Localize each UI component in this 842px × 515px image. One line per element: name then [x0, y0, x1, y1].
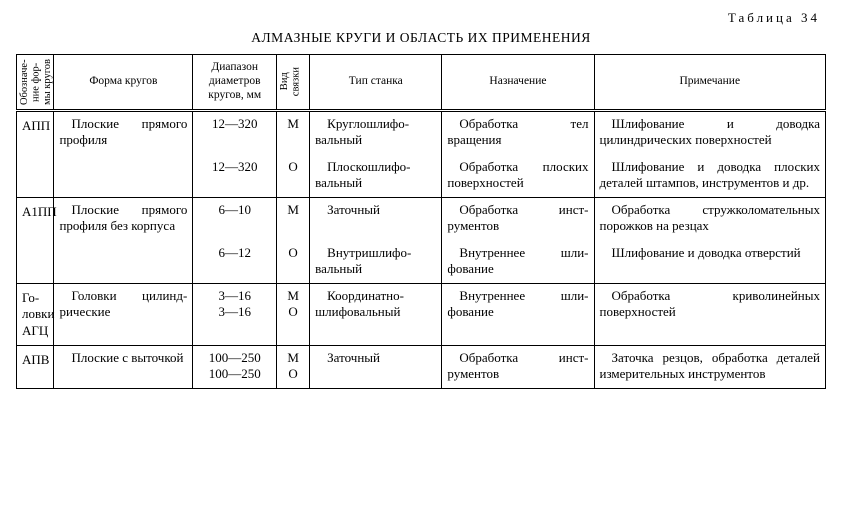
cell-bond: О: [277, 155, 310, 198]
cell-bond: М: [277, 198, 310, 241]
cell-purpose: Обработка тел вращения: [442, 111, 594, 155]
cell-note: Шлифование и довод­ка плоских деталей шт…: [594, 155, 826, 198]
col-header-purpose: Назначение: [442, 55, 594, 111]
cell-diameter: 12—320: [193, 111, 277, 155]
table-title: АЛМАЗНЫЕ КРУГИ И ОБЛАСТЬ ИХ ПРИМЕНЕНИЯ: [16, 30, 826, 46]
cell-diameter: 12—320: [193, 155, 277, 198]
cell-note: Шлифование и довод­ка отверстий: [594, 241, 826, 284]
cell-bond: М: [277, 111, 310, 155]
table-row: А1ПП Плоские прямого профиля без корпуса…: [17, 198, 826, 241]
cell-code: АПВ: [17, 345, 54, 389]
cell-diameter: 6—12: [193, 241, 277, 284]
table-number-label: Таблица 34: [16, 10, 820, 26]
cell-note: Обработка криволи­нейных поверхностей: [594, 284, 826, 346]
cell-code: АПП: [17, 111, 54, 198]
cell-shape: Плоские прямого профиля: [54, 111, 193, 198]
cell-note: Обработка стружко­ломательных порожков н…: [594, 198, 826, 241]
cell-note: Шлифование и довод­ка цилиндрических по­…: [594, 111, 826, 155]
cell-shape: Плоские прямого профиля без корпуса: [54, 198, 193, 284]
cell-shape: Головки цилинд­рические: [54, 284, 193, 346]
cell-code: Го-ловкиАГЦ: [17, 284, 54, 346]
cell-code: А1ПП: [17, 198, 54, 284]
cell-diameter: 6—10: [193, 198, 277, 241]
cell-bond: МО: [277, 345, 310, 389]
page: Таблица 34 АЛМАЗНЫЕ КРУГИ И ОБЛАСТЬ ИХ П…: [0, 0, 842, 407]
col-header-code: Обозначе-ние фор-мы кругов: [17, 55, 54, 111]
cell-purpose: Внутреннее шли­фование: [442, 284, 594, 346]
cell-bond: МО: [277, 284, 310, 346]
cell-machine: Внутришлифо­вальный: [310, 241, 442, 284]
table-row: АПВ Плоские с вы­точкой 100—250100—250 М…: [17, 345, 826, 389]
cell-purpose: Обработка инст­рументов: [442, 345, 594, 389]
table-header-row: Обозначе-ние фор-мы кругов Форма кругов …: [17, 55, 826, 111]
data-table: Обозначе-ние фор-мы кругов Форма кругов …: [16, 54, 826, 389]
cell-machine: Координатно-шлифовальный: [310, 284, 442, 346]
cell-shape: Плоские с вы­точкой: [54, 345, 193, 389]
col-header-diameter: Диапазон диаметров кругов, мм: [193, 55, 277, 111]
cell-purpose: Обработка плос­ких поверхностей: [442, 155, 594, 198]
col-header-shape: Форма кругов: [54, 55, 193, 111]
cell-diameter: 3—163—16: [193, 284, 277, 346]
cell-purpose: Внутреннее шли­фование: [442, 241, 594, 284]
cell-machine: Плоскошлифо­вальный: [310, 155, 442, 198]
cell-machine: Заточный: [310, 345, 442, 389]
cell-purpose: Обработка инст­рументов: [442, 198, 594, 241]
cell-note: Заточка резцов, обра­ботка деталей измер…: [594, 345, 826, 389]
table-row: АПП Плоские прямого профиля 12—320 М Кру…: [17, 111, 826, 155]
cell-diameter: 100—250100—250: [193, 345, 277, 389]
cell-bond: О: [277, 241, 310, 284]
table-row: Го-ловкиАГЦ Головки цилинд­рические 3—16…: [17, 284, 826, 346]
cell-machine: Заточный: [310, 198, 442, 241]
cell-machine: Круглошлифо­вальный: [310, 111, 442, 155]
col-header-machine: Тип станка: [310, 55, 442, 111]
col-header-note: Примечание: [594, 55, 826, 111]
col-header-bond: Видсвязки: [277, 55, 310, 111]
